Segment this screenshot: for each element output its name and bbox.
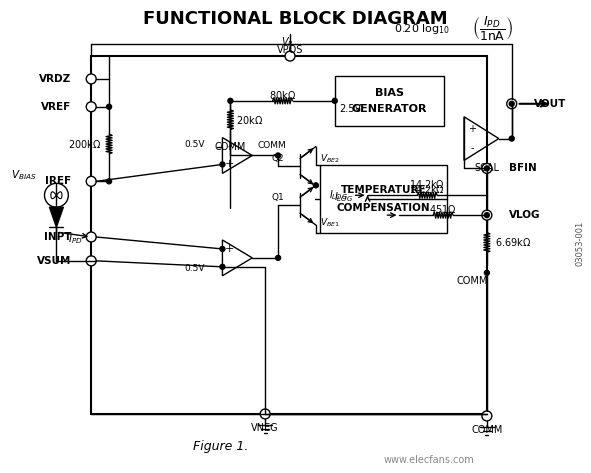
- Circle shape: [332, 98, 337, 103]
- Text: COMM: COMM: [456, 276, 488, 286]
- Text: $V_{BE1}$: $V_{BE1}$: [320, 217, 340, 229]
- Text: 0.20 log$_{10}$: 0.20 log$_{10}$: [394, 22, 450, 36]
- Text: 2.5V: 2.5V: [340, 104, 362, 114]
- Polygon shape: [50, 207, 63, 227]
- Text: -: -: [470, 143, 474, 153]
- Text: 14.2k$\Omega$: 14.2k$\Omega$: [410, 178, 445, 190]
- Text: VLOG: VLOG: [509, 210, 540, 220]
- Circle shape: [482, 164, 492, 174]
- Text: VRDZ: VRDZ: [39, 74, 72, 84]
- Text: COMM: COMM: [257, 141, 286, 150]
- Text: SCAL: SCAL: [475, 163, 499, 174]
- Bar: [335, 76, 444, 126]
- Circle shape: [285, 51, 295, 61]
- Text: -: -: [228, 141, 232, 151]
- Text: VNEG: VNEG: [251, 423, 279, 433]
- Text: $V_{BIAS}$: $V_{BIAS}$: [11, 168, 37, 182]
- Text: 14.2k$\Omega$: 14.2k$\Omega$: [410, 183, 445, 195]
- Text: VPOS: VPOS: [277, 45, 303, 55]
- Text: +: +: [225, 159, 234, 169]
- Text: 80k$\Omega$: 80k$\Omega$: [269, 89, 296, 101]
- Bar: [320, 166, 447, 233]
- Text: $I_{PD}$: $I_{PD}$: [69, 232, 83, 246]
- Circle shape: [275, 255, 281, 260]
- Text: VSUM: VSUM: [37, 256, 72, 266]
- Circle shape: [106, 179, 112, 184]
- Text: COMM: COMM: [215, 141, 246, 151]
- Text: Q2: Q2: [271, 154, 284, 163]
- Circle shape: [86, 256, 96, 266]
- Circle shape: [106, 104, 112, 109]
- Circle shape: [86, 102, 96, 112]
- Text: IREF: IREF: [45, 176, 72, 186]
- Text: $I_{LOG}$: $I_{LOG}$: [334, 190, 353, 204]
- Text: +: +: [468, 124, 476, 134]
- Circle shape: [509, 136, 514, 141]
- Text: COMPENSATION: COMPENSATION: [337, 203, 430, 213]
- Text: $I_{LOG}$: $I_{LOG}$: [329, 188, 348, 202]
- Circle shape: [485, 166, 489, 171]
- Circle shape: [260, 409, 270, 419]
- Circle shape: [86, 232, 96, 242]
- Text: Figure 1.: Figure 1.: [193, 440, 248, 453]
- Text: COMM: COMM: [471, 425, 502, 435]
- Circle shape: [275, 153, 281, 158]
- Circle shape: [482, 210, 492, 220]
- Circle shape: [485, 270, 489, 275]
- Circle shape: [86, 74, 96, 84]
- Text: 0.5V: 0.5V: [184, 264, 204, 273]
- Text: 451$\Omega$: 451$\Omega$: [429, 203, 457, 215]
- Text: BFIN: BFIN: [509, 163, 537, 174]
- Circle shape: [228, 98, 233, 103]
- Text: VOUT: VOUT: [534, 99, 566, 109]
- Text: $V_{BE2}$: $V_{BE2}$: [320, 152, 340, 165]
- Text: $\left(\dfrac{I_{PD}}{1\mathrm{nA}}\right)$: $\left(\dfrac{I_{PD}}{1\mathrm{nA}}\righ…: [472, 15, 513, 43]
- Circle shape: [506, 99, 517, 109]
- Text: 6.69k$\Omega$: 6.69k$\Omega$: [495, 236, 531, 248]
- Circle shape: [220, 246, 225, 252]
- Circle shape: [313, 183, 319, 188]
- Circle shape: [220, 264, 225, 269]
- Circle shape: [485, 213, 489, 218]
- Text: GENERATOR: GENERATOR: [352, 104, 427, 114]
- Text: INPT: INPT: [44, 232, 72, 242]
- Circle shape: [86, 176, 96, 186]
- Text: Q1: Q1: [271, 193, 284, 201]
- Text: -: -: [228, 262, 232, 272]
- Text: www.elecfans.com: www.elecfans.com: [384, 455, 475, 464]
- Text: 03053-001: 03053-001: [576, 220, 585, 265]
- Text: BIAS: BIAS: [375, 88, 404, 98]
- Circle shape: [482, 411, 492, 421]
- Text: VREF: VREF: [41, 102, 72, 112]
- Text: $V_P$: $V_P$: [281, 35, 293, 49]
- Text: TEMPERATURE: TEMPERATURE: [340, 185, 426, 195]
- Bar: [91, 56, 487, 414]
- Circle shape: [220, 162, 225, 167]
- Circle shape: [44, 184, 69, 207]
- Text: +: +: [225, 244, 234, 254]
- Text: 20k$\Omega$: 20k$\Omega$: [236, 114, 264, 126]
- Text: 0.5V: 0.5V: [184, 140, 204, 149]
- Text: 200k$\Omega$: 200k$\Omega$: [68, 138, 101, 150]
- Text: FUNCTIONAL BLOCK DIAGRAM: FUNCTIONAL BLOCK DIAGRAM: [142, 10, 447, 28]
- Circle shape: [509, 101, 514, 106]
